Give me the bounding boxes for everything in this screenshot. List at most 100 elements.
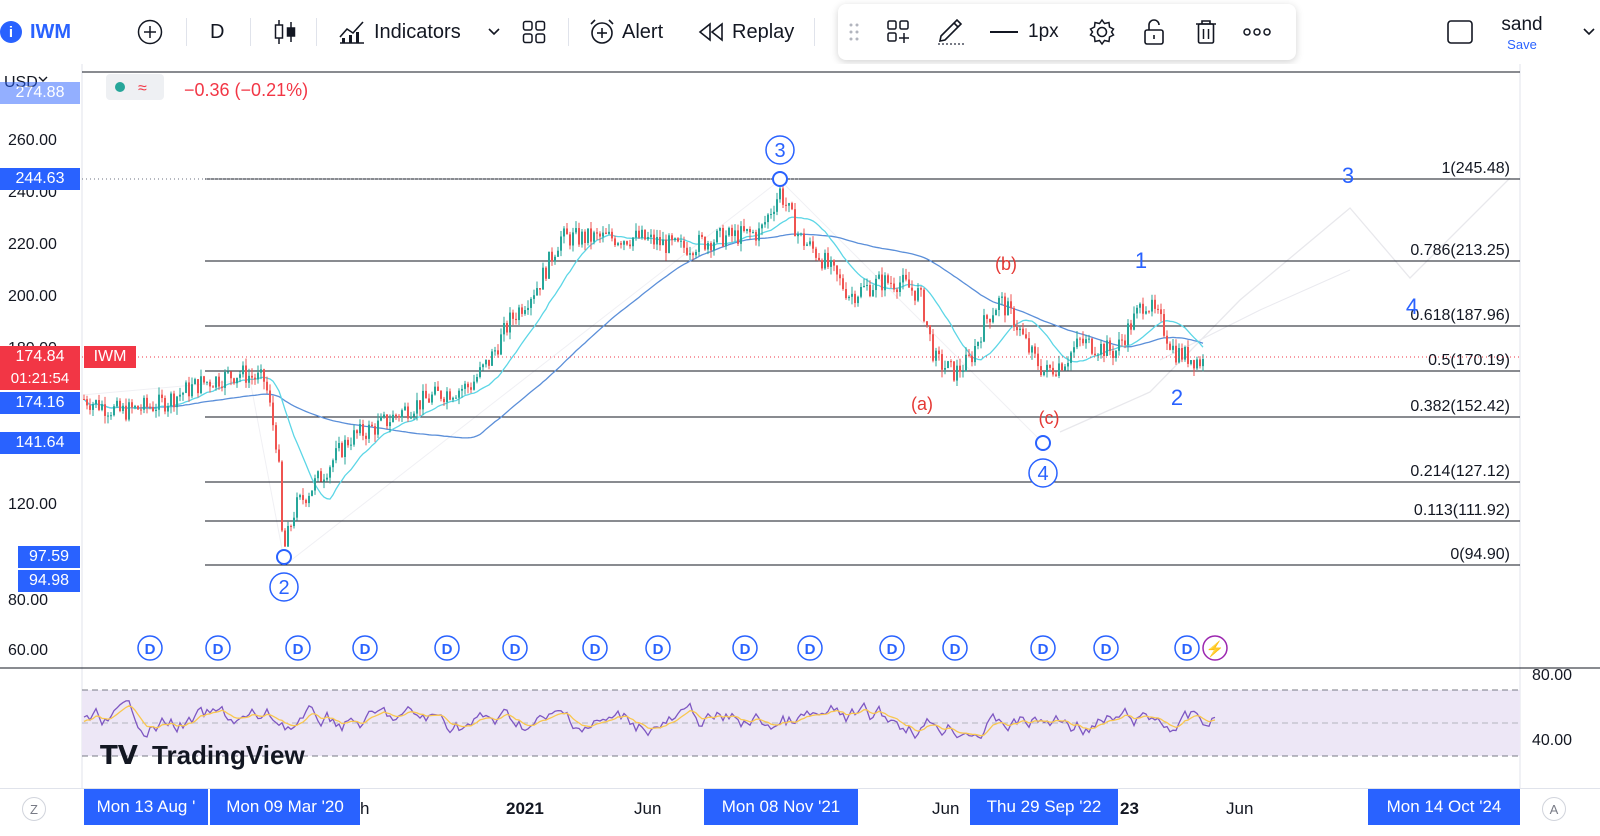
dividend-marker[interactable] — [502, 635, 528, 661]
candle-body — [698, 234, 700, 252]
time-axis[interactable]: Z Mon 13 Aug ' Mon 09 Mar '20 h 2021 Jun… — [0, 788, 1600, 836]
fib-retracement[interactable]: 1(245.48) 0.786(213.25) 0.618(187.96) 0.5(1… — [82, 71, 1520, 566]
candle-body — [626, 241, 628, 245]
candle-body — [1154, 299, 1156, 309]
dividend-marker[interactable] — [582, 635, 608, 661]
dividend-marker[interactable] — [137, 635, 163, 661]
candle-body — [821, 260, 823, 269]
lock-button[interactable] — [1142, 14, 1166, 50]
dividend-marker[interactable] — [1174, 635, 1200, 661]
candle-body — [110, 415, 112, 417]
candle-body — [716, 230, 718, 243]
candle-body — [935, 350, 937, 361]
legend-status-pill[interactable] — [106, 74, 164, 100]
candle-body — [656, 236, 658, 245]
time-highlight-wave4: Thu 29 Sep '22 — [970, 789, 1118, 825]
dividend-marker[interactable] — [645, 635, 671, 661]
drag-handle[interactable] — [848, 14, 860, 50]
candle-body — [509, 312, 511, 333]
auto-scale-button[interactable]: A — [1542, 797, 1566, 821]
elliott-wave-labels[interactable]: 3 2 4 (a) (b) (c) 1 2 3 4 — [269, 135, 1418, 602]
alert-button[interactable]: Alert — [588, 14, 663, 50]
line-color-button[interactable] — [936, 12, 966, 48]
candle-body — [785, 204, 787, 206]
candle-body — [107, 415, 109, 417]
candle-body — [380, 416, 382, 421]
candle-body — [596, 232, 598, 234]
candle-body — [179, 394, 181, 397]
wave-2-pivot[interactable] — [276, 549, 292, 565]
candle-body — [1049, 364, 1051, 368]
template-button[interactable] — [886, 14, 912, 50]
layout-grid-button[interactable] — [522, 14, 546, 50]
candle-body — [1136, 307, 1138, 314]
candle-body — [122, 405, 124, 412]
rsi-axis-40: 40.00 — [1532, 732, 1572, 749]
dividend-marker[interactable] — [1030, 635, 1056, 661]
wave-4-pivot[interactable] — [1035, 435, 1051, 451]
candle-body — [320, 471, 322, 482]
replay-button[interactable]: Replay — [698, 14, 794, 50]
main-pane[interactable] — [82, 64, 1520, 668]
candle-body — [1139, 303, 1141, 308]
candle-body — [905, 274, 907, 280]
candle-body — [1118, 339, 1120, 351]
dividend-marker[interactable] — [352, 635, 378, 661]
symbol-search-button[interactable]: i IWM — [0, 14, 71, 50]
minor-wave-4-label: 4 — [1406, 294, 1418, 319]
dividend-marker[interactable] — [434, 635, 460, 661]
earnings-lightning-icon[interactable] — [1202, 635, 1228, 661]
settings-button[interactable] — [1088, 14, 1116, 50]
save-label: Save — [1507, 37, 1537, 52]
candle-body — [257, 372, 259, 380]
candle-body — [881, 274, 883, 291]
candle-body — [1094, 353, 1096, 356]
dividend-marker[interactable] — [942, 635, 968, 661]
candle-body — [680, 240, 682, 242]
candle-body — [752, 232, 754, 234]
interval-button[interactable]: D — [210, 14, 224, 50]
dividend-marker[interactable] — [732, 635, 758, 661]
price-tick-label: 220.00 — [8, 236, 57, 253]
candle-body — [938, 350, 940, 355]
candle-body — [431, 394, 433, 403]
line-width-button[interactable]: 1px — [990, 14, 1059, 50]
replay-label: Replay — [732, 20, 795, 43]
candle-body — [539, 288, 541, 290]
save-layout-button[interactable]: sand Save — [1480, 14, 1564, 52]
compare-add-button[interactable] — [137, 14, 163, 50]
dividend-marker[interactable] — [879, 635, 905, 661]
indicators-button[interactable]: Indicators — [338, 14, 461, 50]
price-chart[interactable]: USD 260.00240.00220.00200.00180.00120.00… — [0, 64, 1600, 788]
candle-body — [1025, 334, 1027, 339]
wave-3-circle — [765, 135, 795, 165]
candle-body — [800, 233, 802, 235]
indicators-templates-dropdown[interactable] — [487, 14, 501, 50]
more-button[interactable] — [1242, 14, 1272, 50]
candle-body — [926, 321, 928, 326]
layout-menu-dropdown[interactable] — [1582, 14, 1596, 50]
candle-body — [734, 230, 736, 237]
candle-body — [404, 406, 406, 411]
candle-body — [965, 354, 967, 372]
dividend-marker[interactable] — [205, 635, 231, 661]
wave-3-pivot[interactable] — [772, 171, 788, 187]
time-label-2021: 2021 — [506, 799, 544, 818]
dividend-marker[interactable] — [285, 635, 311, 661]
candle-body — [644, 229, 646, 240]
candle-body — [728, 227, 730, 236]
dividend-marker[interactable] — [1093, 635, 1119, 661]
candle-body — [503, 323, 505, 335]
delete-button[interactable] — [1194, 14, 1218, 50]
candle-body — [899, 282, 901, 293]
candle-body — [140, 409, 142, 411]
candle-body — [182, 392, 184, 395]
fullscreen-button[interactable] — [1446, 14, 1474, 50]
candle-body — [155, 409, 157, 412]
more-horizontal-icon — [1243, 28, 1271, 36]
zoom-reset-button[interactable]: Z — [22, 797, 46, 821]
dividend-marker[interactable] — [797, 635, 823, 661]
chart-type-button[interactable] — [273, 14, 297, 50]
candle-body — [515, 318, 517, 321]
